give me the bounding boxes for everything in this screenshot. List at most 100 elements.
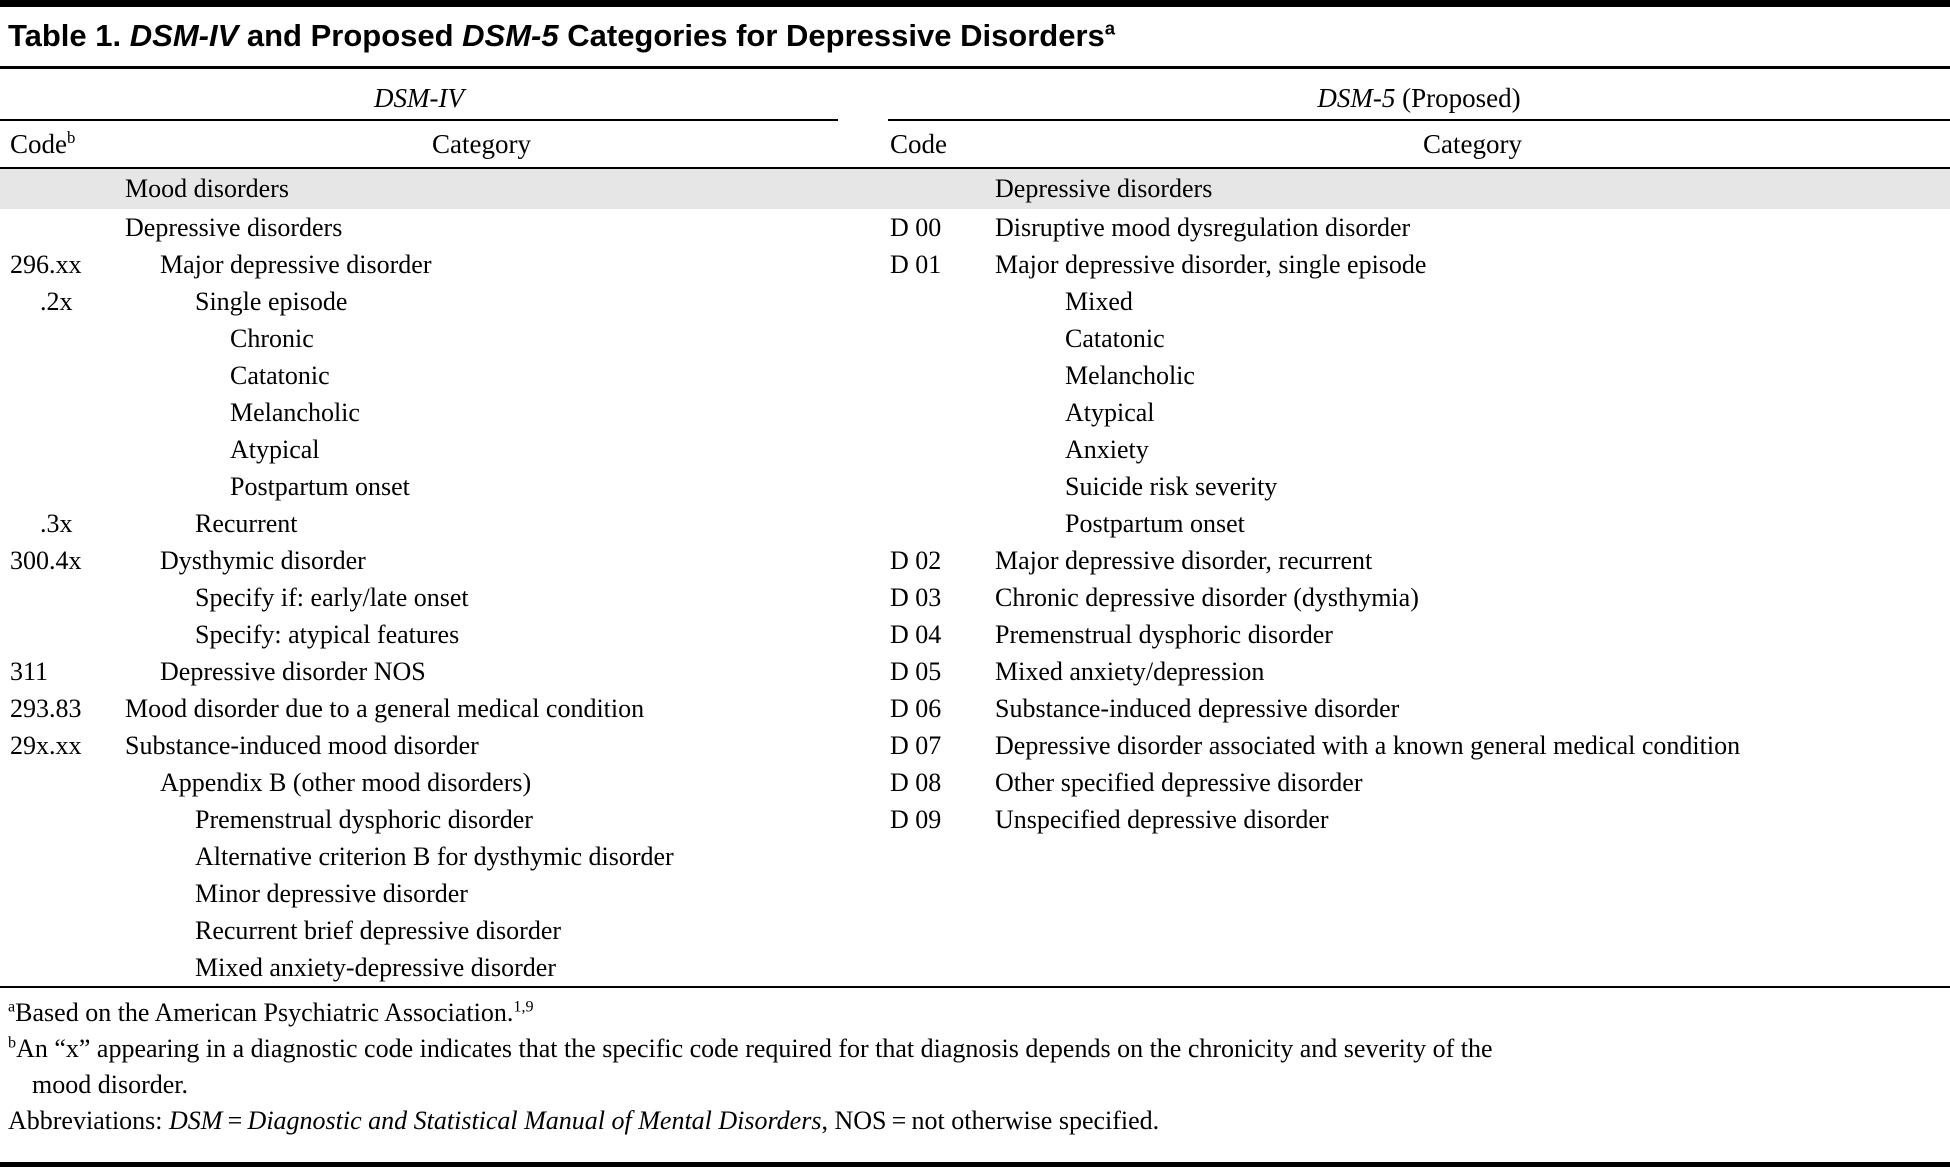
footnote-a-refs: 1,9 xyxy=(513,998,534,1016)
left-category-header: Category xyxy=(121,121,838,169)
title-dsm-5: DSM-5 xyxy=(462,18,559,53)
left-code-cell: 296.xx xyxy=(10,249,82,279)
right-code-cell: D 08 xyxy=(890,767,942,797)
right-code-cell xyxy=(888,468,991,505)
left-category-cell: Atypical xyxy=(230,434,320,464)
group-label-proposed: (Proposed) xyxy=(1395,83,1521,113)
left-code-cell xyxy=(0,616,121,653)
group-header-dsm-iv: DSM-IV xyxy=(0,69,838,121)
title-label: Table 1. xyxy=(8,18,130,53)
bottom-rule xyxy=(0,1162,1950,1167)
footnotes: aBased on the American Psychiatric Assoc… xyxy=(0,988,1950,1139)
left-code-cell xyxy=(0,801,121,838)
left-category-cell: Specify if: early/late onset xyxy=(195,582,469,612)
left-code-cell: .3x xyxy=(40,508,73,538)
right-code-cell xyxy=(888,357,991,394)
column-gap-cell xyxy=(838,69,888,121)
title-dsm-iv: DSM-IV xyxy=(129,18,239,53)
column-gap-cell xyxy=(838,690,888,727)
table-row: .2x Single episode Mixed xyxy=(0,283,1950,320)
left-code-cell xyxy=(0,209,121,246)
section-header-row: Mood disorders Depressive disorders xyxy=(0,168,1950,209)
left-code-cell xyxy=(0,838,121,875)
right-category-cell: Chronic depressive disorder (dysthymia) xyxy=(995,582,1419,612)
right-category-cell xyxy=(991,912,1950,949)
group-header-row: DSM-IV DSM-5 (Proposed) xyxy=(0,69,1950,121)
abbr-equals: = xyxy=(222,1106,248,1135)
left-code-cell: 293.83 xyxy=(10,693,82,723)
column-gap-cell xyxy=(838,801,888,838)
right-category-cell: Catatonic xyxy=(1065,323,1165,353)
right-code-cell: D 01 xyxy=(890,249,942,279)
right-category-cell xyxy=(991,875,1950,912)
right-category-cell xyxy=(991,838,1950,875)
right-category-cell xyxy=(991,949,1950,988)
left-category-cell: Minor depressive disorder xyxy=(195,878,468,908)
title-footnote-marker: a xyxy=(1104,17,1116,39)
footnote-b-text-line1: An “x” appearing in a diagnostic code in… xyxy=(16,1034,1493,1063)
left-category-cell: Recurrent xyxy=(195,508,298,538)
right-category-header: Category xyxy=(991,121,1950,169)
left-category-cell: Mood disorders xyxy=(121,168,838,209)
column-gap-cell xyxy=(838,121,888,169)
table-row: Postpartum onset Suicide risk severity xyxy=(0,468,1950,505)
left-code-cell xyxy=(0,468,121,505)
left-code-cell xyxy=(0,764,121,801)
table-body: Mood disorders Depressive disorders Depres… xyxy=(0,168,1950,988)
table-row: Specify if: early/late onset D 03 Chronic … xyxy=(0,579,1950,616)
right-category-cell: Unspecified depressive disorder xyxy=(995,804,1329,834)
abbr-suffix: , NOS = not otherwise specified. xyxy=(821,1106,1160,1135)
left-code-cell xyxy=(0,875,121,912)
left-code-cell xyxy=(0,168,121,209)
left-code-cell: 300.4x xyxy=(10,545,82,575)
left-code-cell xyxy=(0,949,121,988)
column-gap-cell xyxy=(838,320,888,357)
right-code-cell xyxy=(888,912,991,949)
footnote-b: bAn “x” appearing in a diagnostic code i… xyxy=(8,1031,1942,1103)
right-category-cell: Other specified depressive disorder xyxy=(995,767,1363,797)
column-header-row: Codeb Category Code Category xyxy=(0,121,1950,169)
left-category-cell: Major depressive disorder xyxy=(160,249,432,279)
column-gap-cell xyxy=(838,579,888,616)
right-code-header: Code xyxy=(888,121,991,169)
right-category-cell: Major depressive disorder, single episod… xyxy=(995,249,1427,279)
group-label-dsm-5: DSM-5 xyxy=(1317,83,1396,113)
left-code-header: Codeb xyxy=(0,121,121,169)
table-row: Atypical Anxiety xyxy=(0,431,1950,468)
abbr-dsm: DSM xyxy=(169,1106,223,1135)
footnote-a-marker: a xyxy=(8,998,16,1016)
column-gap-cell xyxy=(838,431,888,468)
footnote-b-text-line2: mood disorder. xyxy=(32,1070,188,1099)
title-mid: and Proposed xyxy=(238,18,463,53)
left-code-header-sup: b xyxy=(67,127,76,147)
right-code-cell: D 06 xyxy=(890,693,942,723)
column-gap-cell xyxy=(838,168,888,209)
right-code-cell xyxy=(888,394,991,431)
table-row: Alternative criterion B for dysthymic di… xyxy=(0,838,1950,875)
right-code-cell xyxy=(888,838,991,875)
left-category-cell: Alternative criterion B for dysthymic di… xyxy=(195,841,674,871)
top-rule xyxy=(0,0,1950,7)
table-row: Appendix B (other mood disorders) D 08 Oth… xyxy=(0,764,1950,801)
right-category-cell: Major depressive disorder, recurrent xyxy=(995,545,1373,575)
table-row: Melancholic Atypical xyxy=(0,394,1950,431)
right-code-cell xyxy=(888,875,991,912)
abbr-manual-title: Diagnostic and Statistical Manual of Men… xyxy=(247,1106,822,1135)
table-row: 300.4x Dysthymic disorder D 02 Major depres… xyxy=(0,542,1950,579)
right-code-cell xyxy=(888,949,991,988)
left-category-cell: Chronic xyxy=(230,323,314,353)
table-row: Mixed anxiety-depressive disorder xyxy=(0,949,1950,988)
column-gap-cell xyxy=(838,949,888,988)
left-code-cell xyxy=(0,320,121,357)
column-gap-cell xyxy=(838,727,888,764)
table-row: Chronic Catatonic xyxy=(0,320,1950,357)
right-category-cell: Suicide risk severity xyxy=(1065,471,1278,501)
left-code-header-label: Code xyxy=(10,128,67,159)
right-category-cell: Depressive disorder associated with a kn… xyxy=(995,730,1741,760)
table-row: 311 Depressive disorder NOS D 05 Mixed anxi… xyxy=(0,653,1950,690)
column-gap-cell xyxy=(838,653,888,690)
right-category-cell: Disruptive mood dysregulation disorder xyxy=(995,212,1411,242)
table-row: 296.xx Major depressive disorder D 01 Major… xyxy=(0,246,1950,283)
left-category-cell: Specify: atypical features xyxy=(195,619,460,649)
